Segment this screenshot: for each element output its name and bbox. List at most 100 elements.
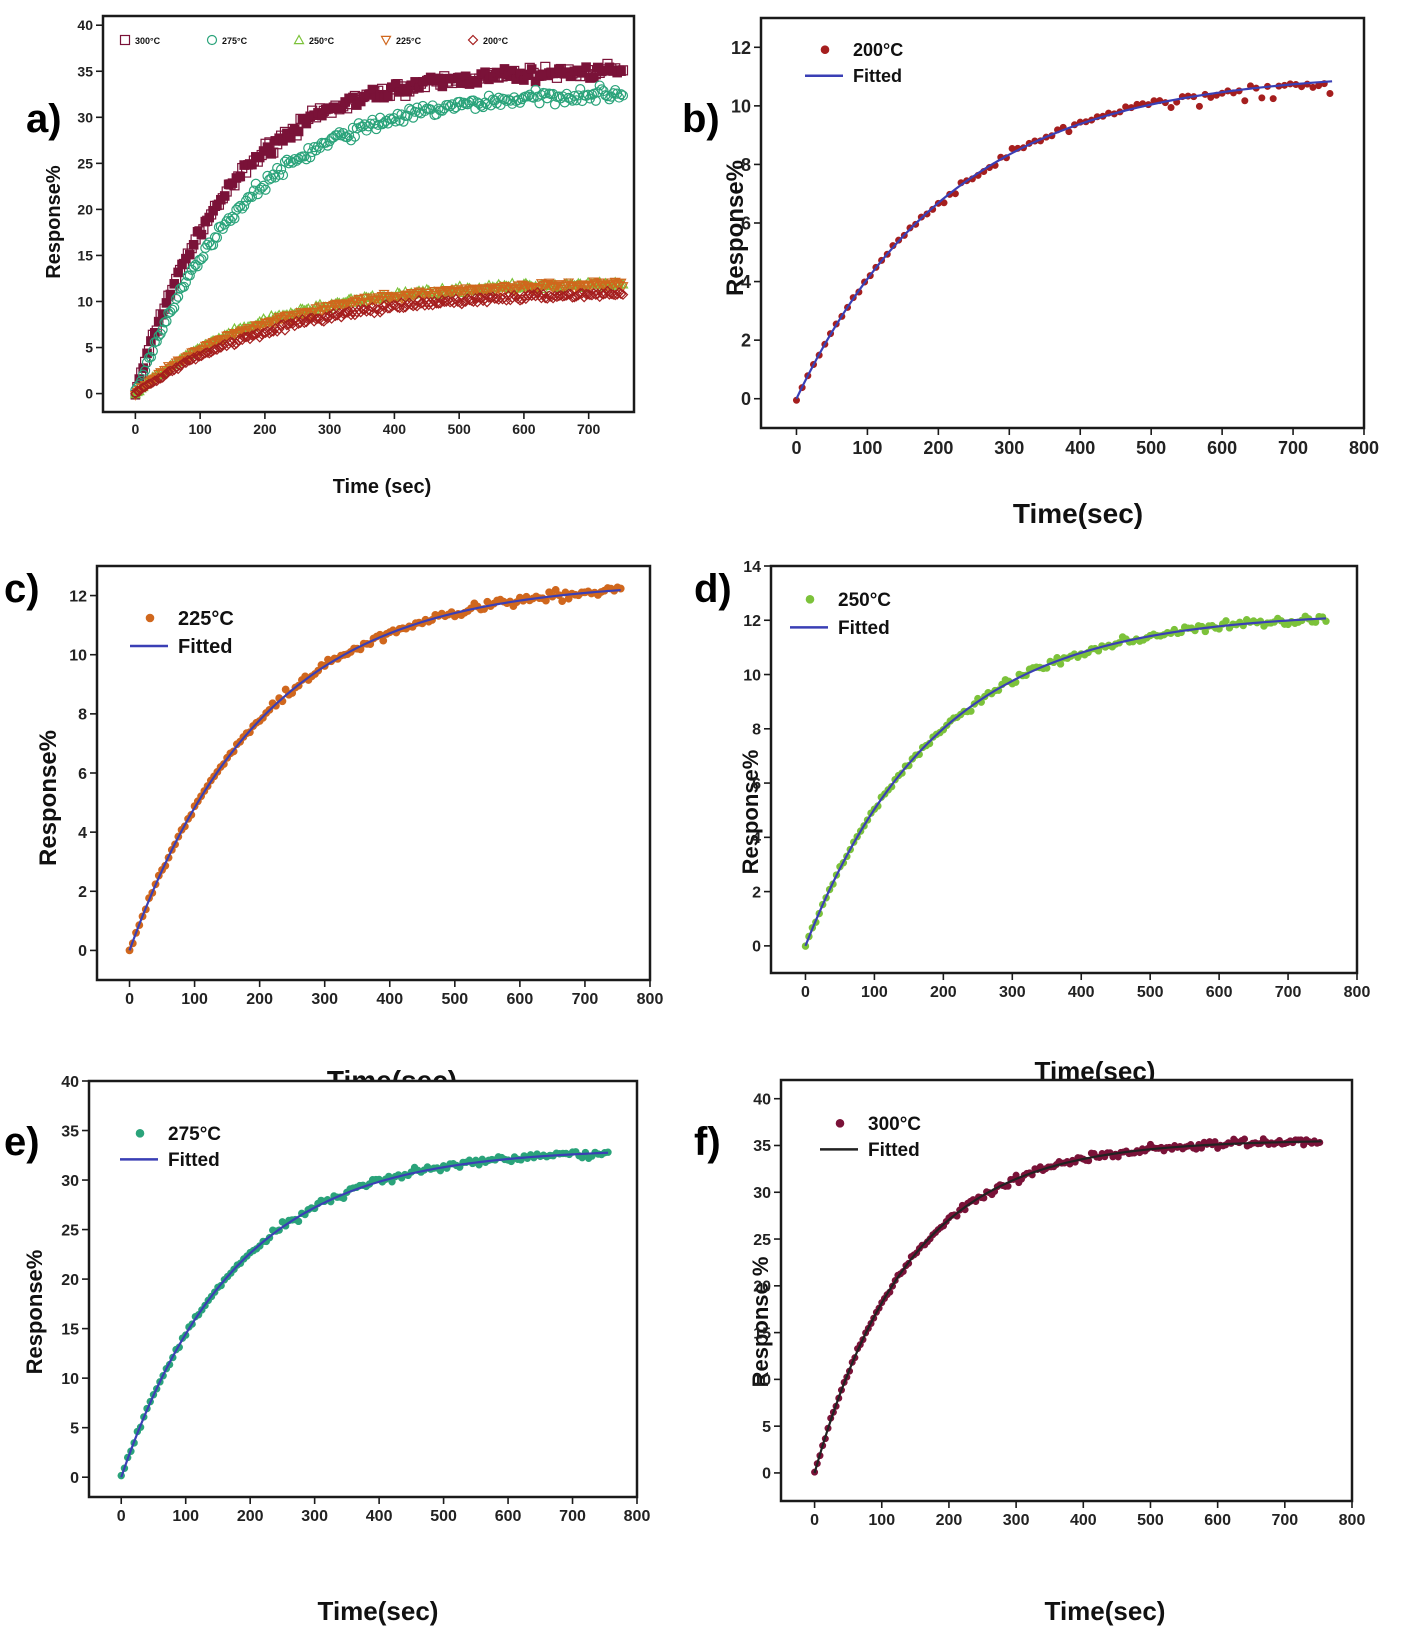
panel-c-xtick-label: 100 xyxy=(181,991,208,1008)
panel-a-point xyxy=(233,202,244,213)
panel-a-point xyxy=(568,284,580,295)
panel-b-point xyxy=(940,199,948,207)
panel-d-ytick-label: 6 xyxy=(752,776,761,793)
panel-a-point xyxy=(540,88,551,99)
panel-a-point xyxy=(211,232,223,243)
panel-a-ytick-label: 30 xyxy=(77,109,93,125)
panel-f-point xyxy=(1241,1135,1249,1143)
panel-a-point xyxy=(268,147,279,158)
panel-a-point xyxy=(468,296,479,308)
panel-a-point xyxy=(617,289,629,301)
panel-a-point xyxy=(273,313,285,324)
panel-a-point xyxy=(188,239,199,250)
panel-e-ytick-label: 30 xyxy=(61,1173,79,1190)
panel-e-ytick-label: 35 xyxy=(61,1123,79,1140)
panel-f-xtick-label: 500 xyxy=(1137,1512,1164,1529)
panel-f-ytick-label: 0 xyxy=(762,1466,771,1483)
panel-a-point xyxy=(434,287,446,298)
panel-a-point xyxy=(184,355,196,366)
panel-e-ytick-label: 20 xyxy=(61,1272,79,1289)
panel-a-point xyxy=(355,306,367,318)
panel-a-point xyxy=(435,297,446,309)
panel-a-point xyxy=(299,317,310,329)
panel-f-xtick-label: 800 xyxy=(1339,1512,1366,1529)
panel-f-xtick-label: 0 xyxy=(810,1512,819,1529)
panel-c-ytick-label: 4 xyxy=(78,825,87,842)
panel-a-point xyxy=(299,151,310,162)
panel-a-point xyxy=(499,292,510,303)
panel-c-ytick-label: 2 xyxy=(78,884,87,901)
panel-a-legend-marker xyxy=(467,34,479,46)
panel-a-point xyxy=(409,290,421,301)
panel-a-point xyxy=(475,292,487,304)
panel-b: b) Time(sec) Response% 0 100 200 300 400 500 6… xyxy=(682,16,1379,529)
panel-d-xtick-label: 800 xyxy=(1344,984,1371,1001)
panel-a-point xyxy=(617,278,629,289)
panel-a-xtick-label: 600 xyxy=(512,421,536,437)
panel-a-point xyxy=(576,287,588,299)
panel-a-legend-marker xyxy=(380,35,392,46)
panel-a-series-275C xyxy=(130,80,629,396)
panel-c-legend-fit-label: Fitted xyxy=(178,636,232,658)
panel-f-ytick-label: 20 xyxy=(753,1279,771,1296)
panel-f-legend-marker xyxy=(835,1119,845,1128)
panel-a-point xyxy=(402,299,413,311)
panel-a-legend-label: 225°C xyxy=(396,36,422,46)
panel-b-label: b) xyxy=(682,97,720,141)
panel-a-point xyxy=(133,386,145,397)
panel-a-point xyxy=(559,290,571,302)
panel-a-point xyxy=(295,317,306,329)
panel-a-point xyxy=(477,284,489,295)
panel-a-point xyxy=(427,100,438,111)
panel-a-point xyxy=(481,285,493,296)
panel-a-point xyxy=(145,351,157,363)
panel-a-point xyxy=(609,289,621,301)
panel-a-point xyxy=(300,316,312,328)
panel-a-point xyxy=(549,290,561,302)
panel-a-point xyxy=(188,261,199,272)
panel-a-point xyxy=(347,306,359,317)
panel-c-xtick-label: 200 xyxy=(246,991,273,1008)
panel-b-legend-marker xyxy=(820,45,830,55)
panel-e-legend: 275°C Fitted xyxy=(120,1124,221,1171)
panel-a-point xyxy=(392,108,403,119)
panel-b-legend-data-label: 200°C xyxy=(853,40,903,60)
panel-b-ytick-label: 8 xyxy=(741,155,751,175)
panel-a-legend-item: 275°C xyxy=(206,34,248,46)
panel-c: c) Time(sec) Response% 01002003004005006… xyxy=(4,564,663,1096)
panel-a-point xyxy=(368,307,380,319)
panel-a-point xyxy=(581,62,591,72)
panel-a-point xyxy=(234,327,246,338)
panel-a-point xyxy=(246,191,258,203)
panel-a-point xyxy=(335,299,347,310)
panel-a-series-200C xyxy=(130,285,629,400)
panel-f-xtick-label: 300 xyxy=(1003,1512,1030,1529)
panel-a-point xyxy=(265,317,277,328)
panel-c-fitted-line xyxy=(128,588,621,951)
panel-e-xtick-label: 500 xyxy=(430,1508,457,1525)
panel-a-point xyxy=(602,91,613,102)
panel-e-xtick-label: 400 xyxy=(366,1508,393,1525)
panel-d-xtick-label: 200 xyxy=(930,984,957,1001)
panel-a-point xyxy=(244,333,256,345)
panel-a-point xyxy=(246,329,258,341)
panel-c-ylabel: Response% xyxy=(35,730,62,866)
panel-b-fitted-line xyxy=(795,80,1333,400)
panel-a-label: a) xyxy=(26,97,62,141)
panel-c-point xyxy=(558,597,567,606)
panel-a-ytick-label: 40 xyxy=(77,17,93,33)
panel-a-point xyxy=(522,289,534,301)
panel-e-xtick-label: 100 xyxy=(172,1508,199,1525)
panel-e-ytick-label: 25 xyxy=(61,1222,79,1239)
panel-d-fitted-line xyxy=(804,617,1327,947)
panel-d-legend-marker xyxy=(805,595,815,604)
panel-a-legend-marker xyxy=(119,34,131,46)
panel-e: e) Time(sec) Response% 0 100 200 300 400 500 6… xyxy=(4,1074,650,1626)
panel-d-xtick-label: 300 xyxy=(999,984,1026,1001)
panel-b-xtick-label: 400 xyxy=(1065,438,1095,458)
panel-a-point xyxy=(370,295,382,306)
panel-a-point xyxy=(159,317,170,328)
panel-a-point xyxy=(294,308,307,319)
panel-a-point xyxy=(281,319,293,331)
